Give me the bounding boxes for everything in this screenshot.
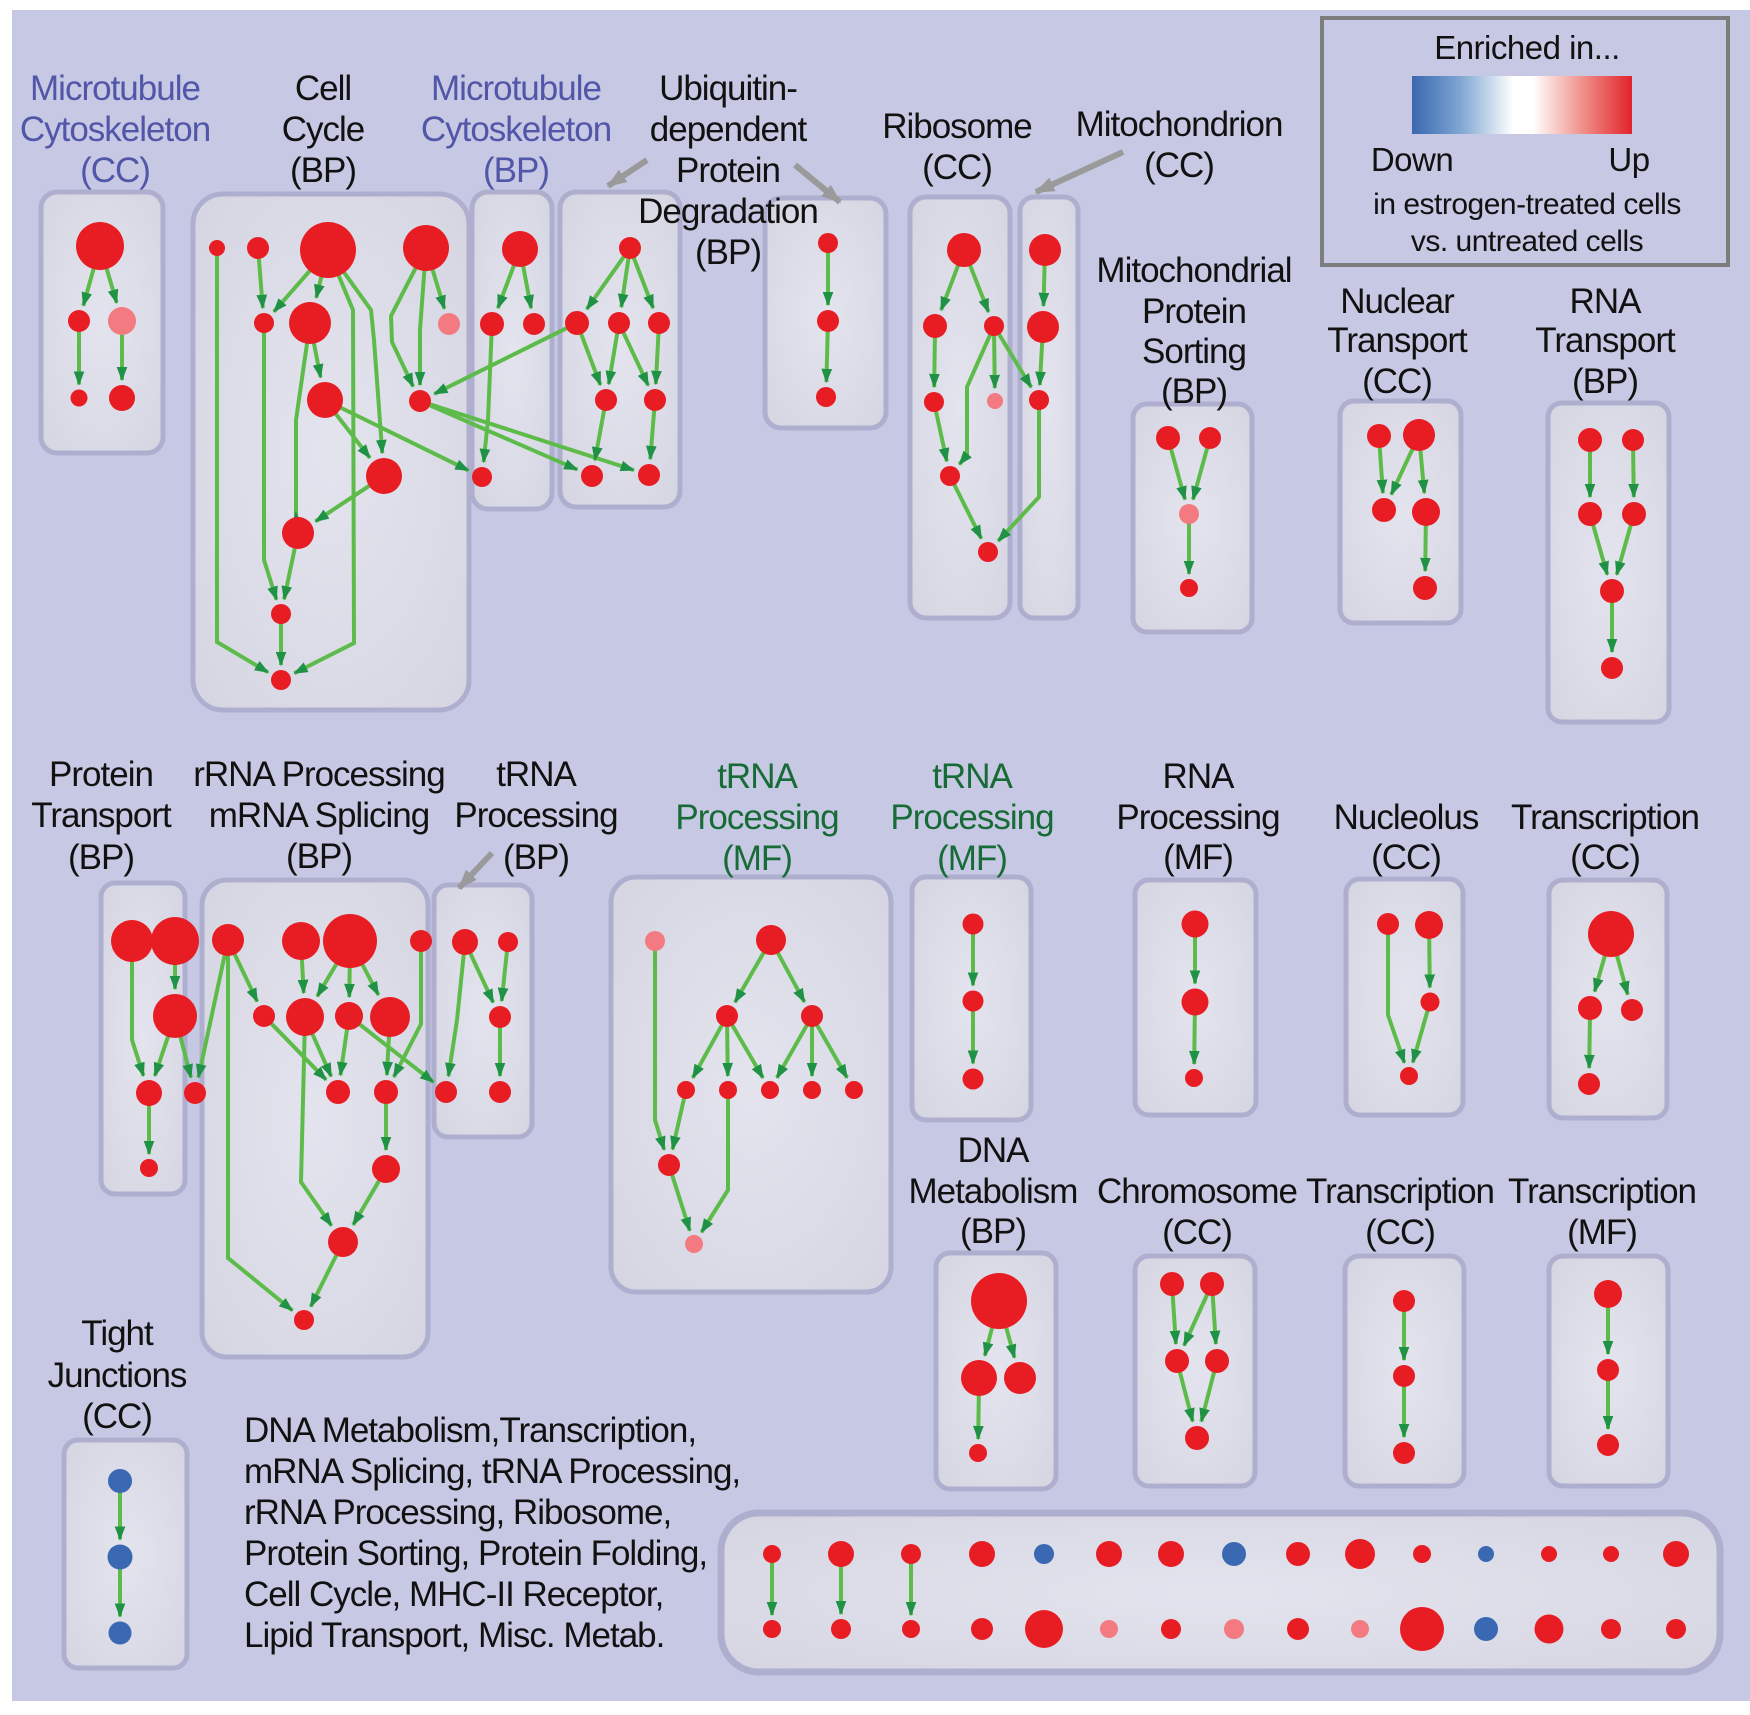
svg-text:(CC): (CC) <box>82 1397 152 1436</box>
svg-text:(CC): (CC) <box>1371 838 1441 877</box>
svg-text:Cytoskeleton: Cytoskeleton <box>20 110 210 149</box>
svg-text:(CC): (CC) <box>1365 1213 1435 1252</box>
svg-text:Processing: Processing <box>454 796 617 835</box>
svg-text:Degradation: Degradation <box>638 192 818 231</box>
svg-text:rRNA Processing, Ribosome,: rRNA Processing, Ribosome, <box>244 1493 671 1532</box>
svg-text:Transcription: Transcription <box>1511 798 1699 837</box>
svg-text:Processing: Processing <box>1116 798 1279 837</box>
svg-text:Ribosome: Ribosome <box>882 107 1032 146</box>
svg-text:Lipid Transport, Misc. Metab.: Lipid Transport, Misc. Metab. <box>244 1616 664 1655</box>
svg-text:Nuclear: Nuclear <box>1340 282 1455 321</box>
svg-text:(BP): (BP) <box>483 151 549 190</box>
svg-text:(BP): (BP) <box>68 838 134 877</box>
svg-text:(CC): (CC) <box>1362 362 1432 401</box>
svg-text:Protein: Protein <box>676 151 780 190</box>
svg-text:Junctions: Junctions <box>48 1356 187 1395</box>
svg-text:(CC): (CC) <box>922 148 992 187</box>
svg-text:dependent: dependent <box>650 110 808 149</box>
svg-text:(BP): (BP) <box>695 233 761 272</box>
svg-text:Transcription: Transcription <box>1306 1172 1494 1211</box>
svg-text:Protein: Protein <box>1142 292 1246 331</box>
svg-text:RNA: RNA <box>1163 757 1236 796</box>
svg-text:DNA Metabolism,Transcription,: DNA Metabolism,Transcription, <box>244 1411 696 1450</box>
svg-text:(BP): (BP) <box>286 837 352 876</box>
svg-text:rRNA Processing: rRNA Processing <box>193 755 444 794</box>
svg-text:Microtubule: Microtubule <box>431 69 601 108</box>
svg-text:Sorting: Sorting <box>1142 332 1246 371</box>
svg-text:(BP): (BP) <box>960 1212 1026 1251</box>
svg-text:Up: Up <box>1608 141 1649 178</box>
svg-text:Metabolism: Metabolism <box>909 1172 1078 1211</box>
svg-text:vs. untreated cells: vs. untreated cells <box>1411 225 1643 258</box>
svg-text:mRNA Splicing, tRNA Processing: mRNA Splicing, tRNA Processing, <box>244 1452 740 1491</box>
svg-text:Cell Cycle, MHC-II Receptor,: Cell Cycle, MHC-II Receptor, <box>244 1575 663 1614</box>
svg-text:Processing: Processing <box>675 798 838 837</box>
svg-text:Transcription: Transcription <box>1508 1172 1696 1211</box>
svg-text:(BP): (BP) <box>503 838 569 877</box>
svg-text:(BP): (BP) <box>290 151 356 190</box>
svg-text:tRNA: tRNA <box>496 755 577 794</box>
svg-text:mRNA Splicing: mRNA Splicing <box>209 796 429 835</box>
svg-text:(CC): (CC) <box>80 151 150 190</box>
svg-text:Down: Down <box>1371 141 1453 178</box>
svg-text:Ubiquitin-: Ubiquitin- <box>659 69 797 108</box>
svg-text:Processing: Processing <box>890 798 1053 837</box>
svg-text:(CC): (CC) <box>1144 146 1214 185</box>
svg-text:Cytoskeleton: Cytoskeleton <box>421 110 611 149</box>
svg-text:Protein: Protein <box>49 755 153 794</box>
svg-text:Protein Sorting, Protein Foldi: Protein Sorting, Protein Folding, <box>244 1534 707 1573</box>
svg-text:(BP): (BP) <box>1572 362 1638 401</box>
svg-text:(MF): (MF) <box>1163 838 1233 877</box>
svg-text:Tight: Tight <box>81 1314 154 1353</box>
svg-text:(MF): (MF) <box>1567 1213 1637 1252</box>
svg-text:(MF): (MF) <box>722 839 792 878</box>
svg-text:Mitochondrion: Mitochondrion <box>1076 105 1283 144</box>
svg-text:Transport: Transport <box>31 796 172 835</box>
svg-text:RNA: RNA <box>1570 282 1643 321</box>
svg-text:(CC): (CC) <box>1162 1213 1232 1252</box>
svg-text:(MF): (MF) <box>937 839 1007 878</box>
svg-text:Nucleolus: Nucleolus <box>1334 798 1479 837</box>
svg-text:DNA: DNA <box>958 1131 1031 1170</box>
svg-text:Transport: Transport <box>1535 321 1676 360</box>
svg-text:Enriched in...: Enriched in... <box>1434 29 1620 66</box>
svg-text:Mitochondrial: Mitochondrial <box>1096 251 1291 290</box>
svg-text:Chromosome: Chromosome <box>1097 1172 1297 1211</box>
svg-text:in estrogen-treated cells: in estrogen-treated cells <box>1373 188 1681 221</box>
svg-text:Transport: Transport <box>1327 321 1468 360</box>
svg-text:tRNA: tRNA <box>932 757 1013 796</box>
svg-text:(BP): (BP) <box>1161 372 1227 411</box>
svg-text:Microtubule: Microtubule <box>30 69 200 108</box>
svg-text:Cycle: Cycle <box>282 110 365 149</box>
svg-text:(CC): (CC) <box>1570 838 1640 877</box>
svg-text:Cell: Cell <box>295 69 351 108</box>
svg-text:tRNA: tRNA <box>717 757 798 796</box>
